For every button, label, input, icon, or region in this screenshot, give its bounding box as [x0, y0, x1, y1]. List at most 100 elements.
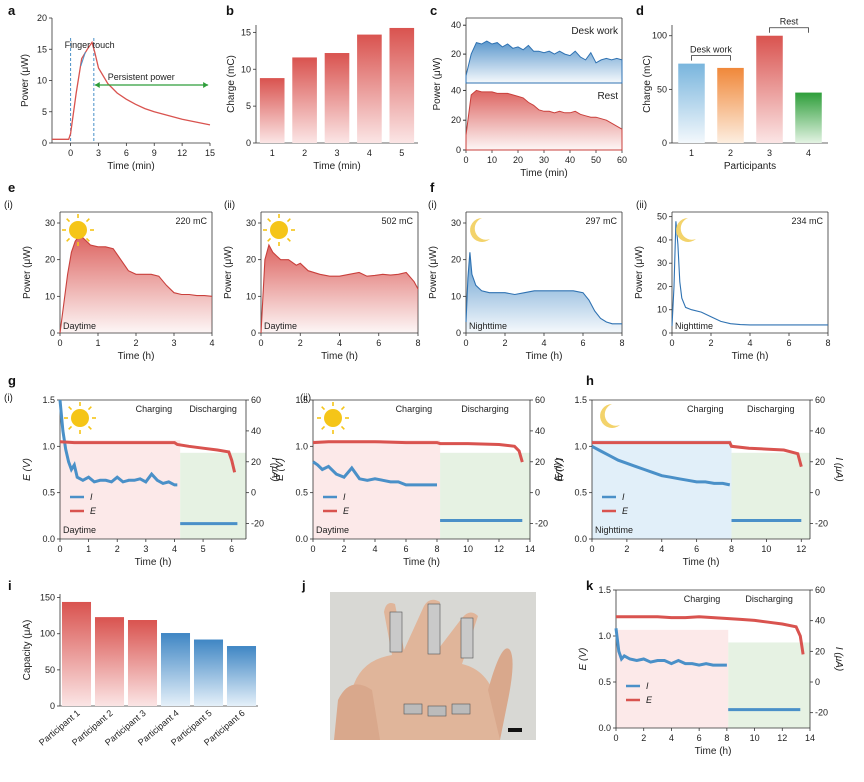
legend-label-current: I: [343, 492, 346, 502]
y-tick-label: 5: [246, 101, 251, 111]
y-right-tick-label: -20: [815, 519, 828, 529]
annotation-period: Daytime: [63, 321, 96, 331]
y-tick-label: 5: [42, 107, 47, 117]
y-tick-label: 20: [657, 281, 667, 291]
panel-label-k: k: [586, 578, 594, 593]
chart-h: 0 2 4 6 8 10 12 0.0 0.5 1.0 1.5 -20 0 20 40 60 Time (h) E…: [554, 395, 844, 568]
sun-icon: [62, 214, 94, 246]
y-tick-label: 1.0: [598, 631, 611, 641]
finger-device-2: [427, 603, 441, 655]
y-axis-label: E (V): [578, 648, 589, 671]
x-tick-label: 12: [777, 733, 787, 743]
y-tick-label: 20: [246, 255, 256, 265]
y-right-tick-label: 40: [535, 426, 545, 436]
sun-ray: [340, 406, 345, 411]
x-tick-label: 2: [708, 338, 713, 348]
sub-label-g2: (ii): [300, 393, 311, 404]
y-right-tick-label: 0: [815, 488, 820, 498]
series-area: [60, 235, 212, 333]
x-tick-label: 0: [68, 148, 73, 158]
y-tick-label: 1.0: [574, 441, 587, 451]
x-tick-label: 0: [310, 544, 315, 554]
discharging-shade: [728, 642, 810, 728]
sub-label-e2: (ii): [224, 200, 235, 211]
sun-icon: [263, 214, 295, 246]
y-axis-label: Power (μW): [634, 246, 645, 299]
sun-disc: [69, 221, 87, 239]
y-tick-label: 1.5: [598, 585, 611, 595]
x-axis-label: Time (h): [732, 351, 769, 362]
x-tick-label: 0: [669, 338, 674, 348]
y-tick-label: 0.5: [42, 488, 55, 498]
sun-icon: [64, 402, 96, 434]
annotation-charging: Charging: [687, 404, 724, 414]
y-right-tick-label: 0: [251, 488, 256, 498]
x-tick-label: 2: [641, 733, 646, 743]
y-tick-label: 20: [37, 13, 47, 23]
annotation-charging: Charging: [396, 404, 433, 414]
x-tick-label: 1: [689, 148, 694, 158]
sun-ray: [340, 425, 345, 430]
bracket-desk-work: [691, 55, 731, 61]
sun-ray: [286, 218, 291, 223]
sun-ray: [286, 237, 291, 242]
finger-touch-arrow: [80, 51, 86, 67]
x-tick-label: 2: [302, 148, 307, 158]
annotation-charging: Charging: [136, 404, 173, 414]
panel-label-e: e: [8, 180, 15, 195]
y-tick-label: 0.5: [295, 488, 308, 498]
y-tick-label: 50: [657, 84, 667, 94]
legend-label-voltage: E: [90, 506, 97, 516]
y-tick-label: 0: [662, 138, 667, 148]
y-axis-label: Capacity (μA): [22, 620, 33, 681]
chart-g1: 0 1 2 3 4 5 6 0.0 0.5 1.0 1.5 -20 0 20 40 60 Time (h) E (…: [22, 395, 280, 568]
series-line: [671, 221, 828, 327]
sun-ray: [321, 425, 326, 430]
y-axis-label: Charge (mC): [642, 55, 653, 113]
y-tick-label: 0: [246, 138, 251, 148]
y-right-axis-label: I (μA): [553, 457, 564, 481]
series-area: [261, 245, 418, 333]
x-tick-label: 3: [334, 148, 339, 158]
x-tick-label: 5: [399, 148, 404, 158]
annotation-persistent-power: Persistent power: [108, 72, 175, 82]
series-line-voltage: [616, 615, 805, 655]
panel-label-f: f: [430, 180, 435, 195]
charging-shade: [60, 440, 181, 539]
y-right-tick-label: 60: [251, 395, 261, 405]
x-tick-label: 4: [659, 544, 664, 554]
annotation-period: Nighttime: [675, 321, 713, 331]
x-tick-label: 3: [96, 148, 101, 158]
x-tick-label: 2: [115, 544, 120, 554]
x-tick-label: 8: [825, 338, 830, 348]
series-area-desk-work: [465, 40, 623, 84]
chart-f2: 0 2 4 6 8 0 10 20 30 40 50 Time (h) Power (μW) 234 mC…: [634, 211, 831, 362]
panel-label-j: j: [301, 578, 306, 593]
x-axis-label: Participants: [724, 161, 776, 172]
y-right-tick-label: 60: [535, 395, 545, 405]
x-tick-label: 6: [376, 338, 381, 348]
legend-label-current: I: [622, 492, 625, 502]
legend-label-current: I: [90, 492, 93, 502]
y-tick-label: 0: [50, 701, 55, 711]
palm-device-2: [427, 705, 447, 717]
y-axis-label: E (V): [554, 458, 565, 481]
moon-icon: [470, 218, 490, 242]
x-tick-label: 15: [205, 148, 215, 158]
annotation-period: Daytime: [63, 525, 96, 535]
sun-ray: [68, 406, 73, 411]
panel-label-d: d: [636, 3, 644, 18]
sun-ray: [267, 237, 272, 242]
x-tick-label: 6: [786, 338, 791, 348]
x-tick-label: 60: [617, 155, 627, 165]
y-right-tick-label: 20: [535, 457, 545, 467]
y-axis-label: E (V): [275, 458, 286, 481]
bar: [292, 57, 317, 144]
y-tick-label: 40: [657, 235, 667, 245]
x-tick-label: 50: [591, 155, 601, 165]
x-tick-label: 1: [86, 544, 91, 554]
x-tick-label: 4: [337, 338, 342, 348]
bar: [357, 34, 382, 143]
chart-f1: 0 2 4 6 8 0 10 20 30 Time (h) Power (μW) 297 mC Nigh…: [428, 211, 625, 362]
